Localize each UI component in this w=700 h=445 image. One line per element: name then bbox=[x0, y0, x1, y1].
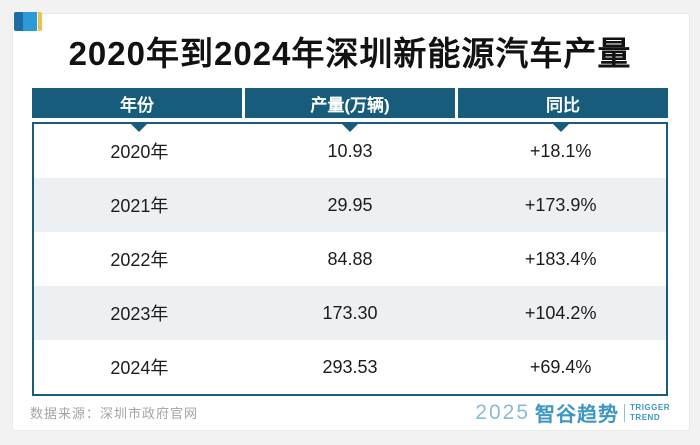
cell-yoy: +173.9% bbox=[524, 194, 597, 215]
table-row: 2020年 10.93 +18.1% bbox=[34, 124, 666, 178]
cell-output: 293.53 bbox=[322, 356, 378, 377]
brand-logo-tagline: TRIGGER TREND bbox=[630, 403, 670, 423]
cell-year: 2020年 bbox=[110, 142, 169, 162]
brand-logo-divider bbox=[624, 403, 626, 422]
table-header-row: 年份 产量(万辆) 同比 bbox=[32, 88, 668, 118]
brand-flag-icon bbox=[14, 12, 42, 31]
cell-yoy: +183.4% bbox=[524, 248, 597, 269]
brand-flag-icon-light-block bbox=[23, 12, 37, 31]
brand-flag-icon-gold-stripe bbox=[38, 12, 42, 31]
table-body: 2020年 10.93 +18.1% 2021年 29.95 +173.9% 2… bbox=[32, 122, 668, 396]
brand-logo: 2025 智谷趋势 TRIGGER TREND bbox=[475, 398, 670, 427]
column-header-yoy: 同比 bbox=[458, 88, 668, 118]
table-row: 2024年 293.53 +69.4% bbox=[34, 340, 666, 394]
brand-logo-name: 智谷趋势 bbox=[535, 404, 620, 426]
brand-logo-tagline-top: TRIGGER bbox=[630, 402, 670, 412]
brand-flag-icon-dark-block bbox=[14, 12, 23, 31]
cell-yoy: +18.1% bbox=[529, 140, 592, 161]
brand-logo-tagline-bottom: TREND bbox=[630, 412, 661, 422]
table-row: 2021年 29.95 +173.9% bbox=[34, 178, 666, 232]
triangle-down-icon bbox=[342, 124, 358, 132]
cell-output: 173.30 bbox=[322, 302, 378, 323]
triangle-down-icon bbox=[552, 124, 569, 132]
data-source-note: 数据来源：深圳市政府官网 bbox=[30, 406, 199, 421]
cell-year: 2022年 bbox=[110, 250, 169, 270]
table-row: 2023年 173.30 +104.2% bbox=[34, 286, 666, 340]
cell-output: 29.95 bbox=[327, 194, 373, 215]
cell-output: 10.93 bbox=[327, 140, 373, 161]
cell-yoy: +69.4% bbox=[529, 356, 592, 377]
cell-yoy: +104.2% bbox=[524, 302, 597, 323]
triangle-down-icon bbox=[131, 124, 148, 132]
brand-logo-year: 2025 bbox=[475, 400, 531, 424]
column-header-year: 年份 bbox=[32, 88, 242, 118]
cell-year: 2024年 bbox=[110, 358, 169, 378]
cell-year: 2023年 bbox=[110, 304, 169, 324]
table-row: 2022年 84.88 +183.4% bbox=[34, 232, 666, 286]
cell-year: 2021年 bbox=[110, 196, 169, 216]
cell-output: 84.88 bbox=[327, 248, 373, 269]
column-header-output: 产量(万辆) bbox=[245, 88, 455, 118]
page-title: 2020年到2024年深圳新能源汽车产量 bbox=[68, 35, 632, 72]
production-table: 年份 产量(万辆) 同比 2020年 10.93 +18.1% 2021年 29… bbox=[32, 88, 668, 396]
